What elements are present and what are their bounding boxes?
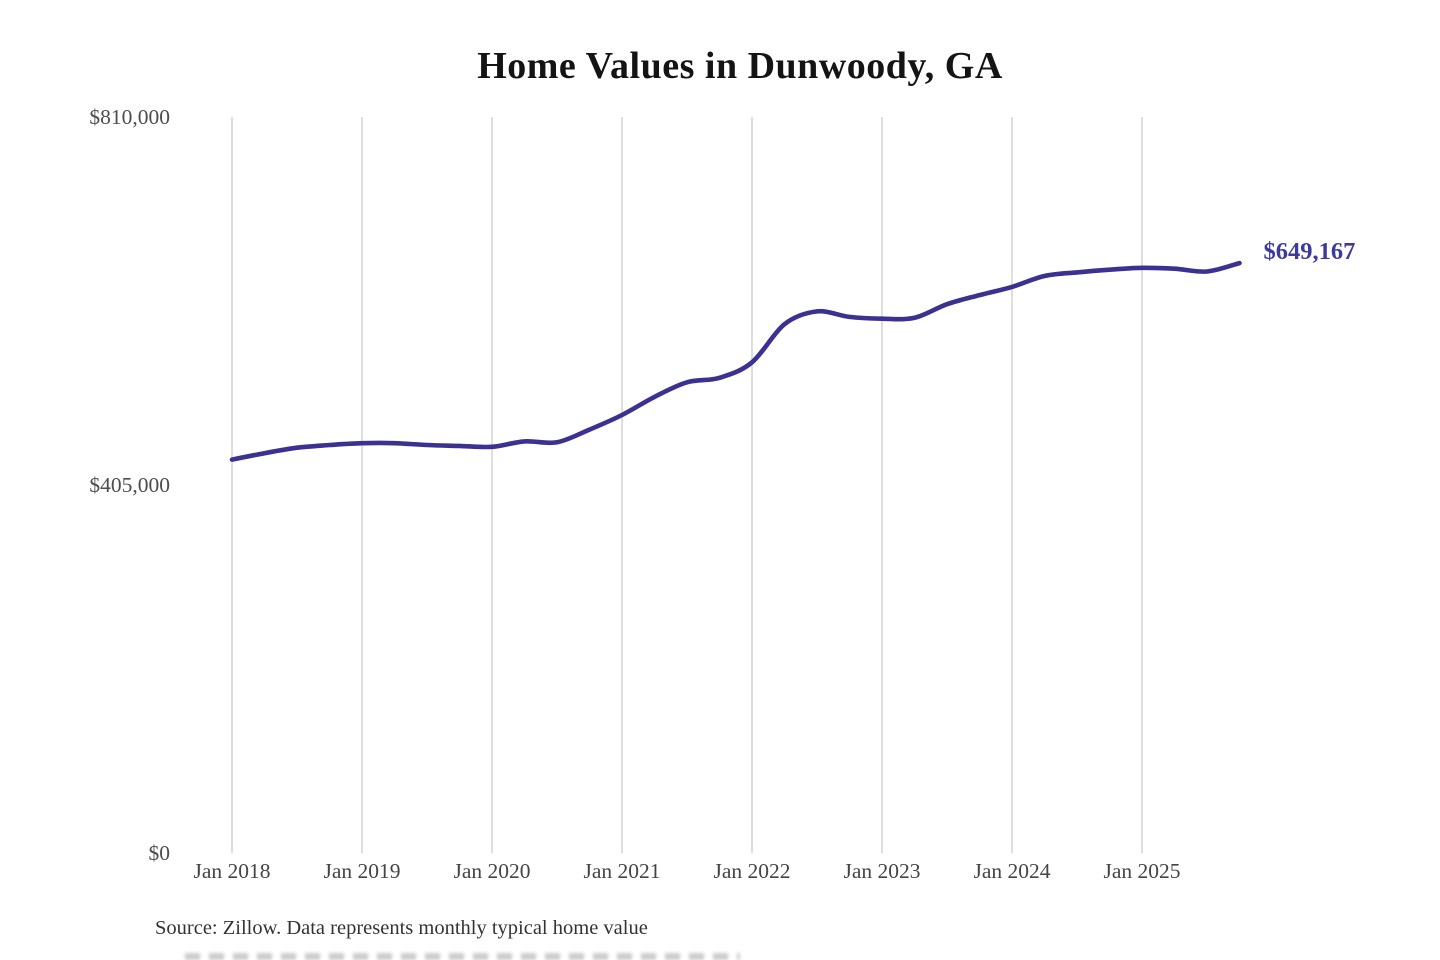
x-tick-label: Jan 2019	[323, 859, 401, 883]
gridlines	[231, 117, 1143, 853]
home-value-line-series	[229, 260, 1242, 462]
x-tick-label: Jan 2022	[713, 859, 791, 883]
x-tick-label: Jan 2021	[583, 859, 661, 883]
latest-value-label: $649,167	[1263, 238, 1356, 266]
x-tick-label: Jan 2025	[1103, 859, 1181, 883]
x-tick-label: Jan 2020	[453, 859, 531, 883]
source-note: Source: Zillow. Data represents monthly …	[155, 917, 648, 939]
y-tick-label: $810,000	[89, 105, 170, 129]
chart-title: Home Values in Dunwoody, GA	[477, 45, 1003, 87]
y-tick-label: $405,000	[89, 473, 170, 497]
y-tick-label: $0	[148, 841, 171, 865]
cropped-text-artifact	[185, 953, 740, 960]
x-tick-label: Jan 2018	[193, 859, 271, 883]
x-tick-label: Jan 2023	[843, 859, 921, 883]
x-tick-label: Jan 2024	[973, 859, 1051, 883]
